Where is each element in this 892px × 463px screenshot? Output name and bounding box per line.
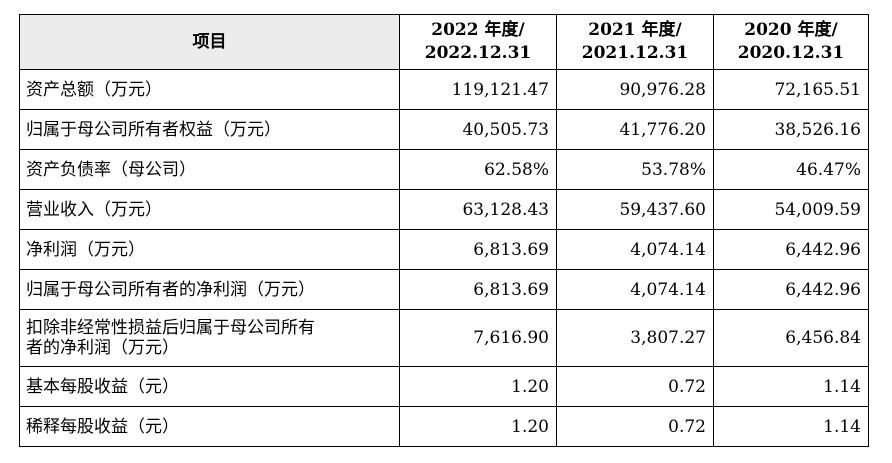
header-2022-date: 2022.12.31 <box>424 43 532 63</box>
value-2021: 53.78% <box>556 149 714 190</box>
value-2020: 6,442.96 <box>713 229 869 270</box>
value-2020: 46.47% <box>713 149 869 190</box>
row-label-text: 归属于母公司所有者的净利润（万元） <box>26 279 315 300</box>
table-row: 资产总额（万元） 119,121.47 90,976.28 72,165.51 <box>19 69 869 110</box>
table-header: 项目 2022 年度/ 2022.12.31 2021 年度/ 2021.12.… <box>19 14 869 70</box>
value-2022: 62.58% <box>399 149 557 190</box>
row-label-text: 归属于母公司所有者权益（万元） <box>26 119 281 140</box>
row-label-text: 基本每股收益（元） <box>26 376 179 397</box>
value-2022: 40,505.73 <box>399 109 557 150</box>
value-2020: 38,526.16 <box>713 109 869 150</box>
header-2021: 2021 年度/ 2021.12.31 <box>556 14 714 70</box>
table-row: 资产负债率（母公司） 62.58% 53.78% 46.47% <box>19 149 869 190</box>
header-2022: 2022 年度/ 2022.12.31 <box>399 14 557 70</box>
row-label-text-line1: 扣除非经常性损益后归属于母公司所有 <box>26 318 315 338</box>
row-label: 基本每股收益（元） <box>19 366 400 407</box>
header-item: 项目 <box>19 14 400 70</box>
value-2021: 90,976.28 <box>556 69 714 110</box>
row-label: 归属于母公司所有者的净利润（万元） <box>19 269 400 310</box>
value-2022: 1.20 <box>399 406 557 447</box>
value-2022: 6,813.69 <box>399 269 557 310</box>
table-row: 扣除非经常性损益后归属于母公司所有 者的净利润（万元） 7,616.90 3,8… <box>19 309 869 367</box>
value-2022: 1.20 <box>399 366 557 407</box>
table-body: 资产总额（万元） 119,121.47 90,976.28 72,165.51 … <box>19 69 869 447</box>
row-label-text: 营业收入（万元） <box>26 199 162 220</box>
value-2020: 6,442.96 <box>713 269 869 310</box>
header-row: 项目 2022 年度/ 2022.12.31 2021 年度/ 2021.12.… <box>19 14 869 70</box>
header-2020-date: 2020.12.31 <box>737 43 845 63</box>
value-2021: 0.72 <box>556 366 714 407</box>
table-row: 归属于母公司所有者权益（万元） 40,505.73 41,776.20 38,5… <box>19 109 869 150</box>
financial-summary-table: 项目 2022 年度/ 2022.12.31 2021 年度/ 2021.12.… <box>19 14 869 447</box>
row-label-text: 资产负债率（母公司） <box>26 159 196 180</box>
table-row: 稀释每股收益（元） 1.20 0.72 1.14 <box>19 406 869 447</box>
header-2022-year: 2022 年度/ <box>431 20 525 40</box>
value-2021: 3,807.27 <box>556 309 714 367</box>
value-2020: 54,009.59 <box>713 189 869 230</box>
row-label: 扣除非经常性损益后归属于母公司所有 者的净利润（万元） <box>19 309 400 367</box>
row-label-text-line2: 者的净利润（万元） <box>26 338 179 358</box>
header-2021-date: 2021.12.31 <box>581 43 689 63</box>
row-label-text: 资产总额（万元） <box>26 79 162 100</box>
value-2021: 4,074.14 <box>556 269 714 310</box>
value-2022: 119,121.47 <box>399 69 557 110</box>
row-label: 归属于母公司所有者权益（万元） <box>19 109 400 150</box>
row-label: 净利润（万元） <box>19 229 400 270</box>
value-2021: 59,437.60 <box>556 189 714 230</box>
value-2020: 72,165.51 <box>713 69 869 110</box>
table-row: 基本每股收益（元） 1.20 0.72 1.14 <box>19 366 869 407</box>
header-2021-year: 2021 年度/ <box>588 20 682 40</box>
header-2020: 2020 年度/ 2020.12.31 <box>713 14 869 70</box>
value-2020: 1.14 <box>713 366 869 407</box>
table-row: 净利润（万元） 6,813.69 4,074.14 6,442.96 <box>19 229 869 270</box>
value-2020: 6,456.84 <box>713 309 869 367</box>
value-2022: 63,128.43 <box>399 189 557 230</box>
value-2021: 4,074.14 <box>556 229 714 270</box>
row-label: 稀释每股收益（元） <box>19 406 400 447</box>
row-label-text: 稀释每股收益（元） <box>26 416 179 437</box>
row-label: 资产负债率（母公司） <box>19 149 400 190</box>
table-row: 营业收入（万元） 63,128.43 59,437.60 54,009.59 <box>19 189 869 230</box>
value-2022: 7,616.90 <box>399 309 557 367</box>
value-2021: 41,776.20 <box>556 109 714 150</box>
value-2022: 6,813.69 <box>399 229 557 270</box>
value-2020: 1.14 <box>713 406 869 447</box>
row-label: 营业收入（万元） <box>19 189 400 230</box>
table-row: 归属于母公司所有者的净利润（万元） 6,813.69 4,074.14 6,44… <box>19 269 869 310</box>
header-2020-year: 2020 年度/ <box>744 20 838 40</box>
row-label-text: 净利润（万元） <box>26 239 145 260</box>
row-label: 资产总额（万元） <box>19 69 400 110</box>
value-2021: 0.72 <box>556 406 714 447</box>
header-item-text: 项目 <box>192 31 227 52</box>
